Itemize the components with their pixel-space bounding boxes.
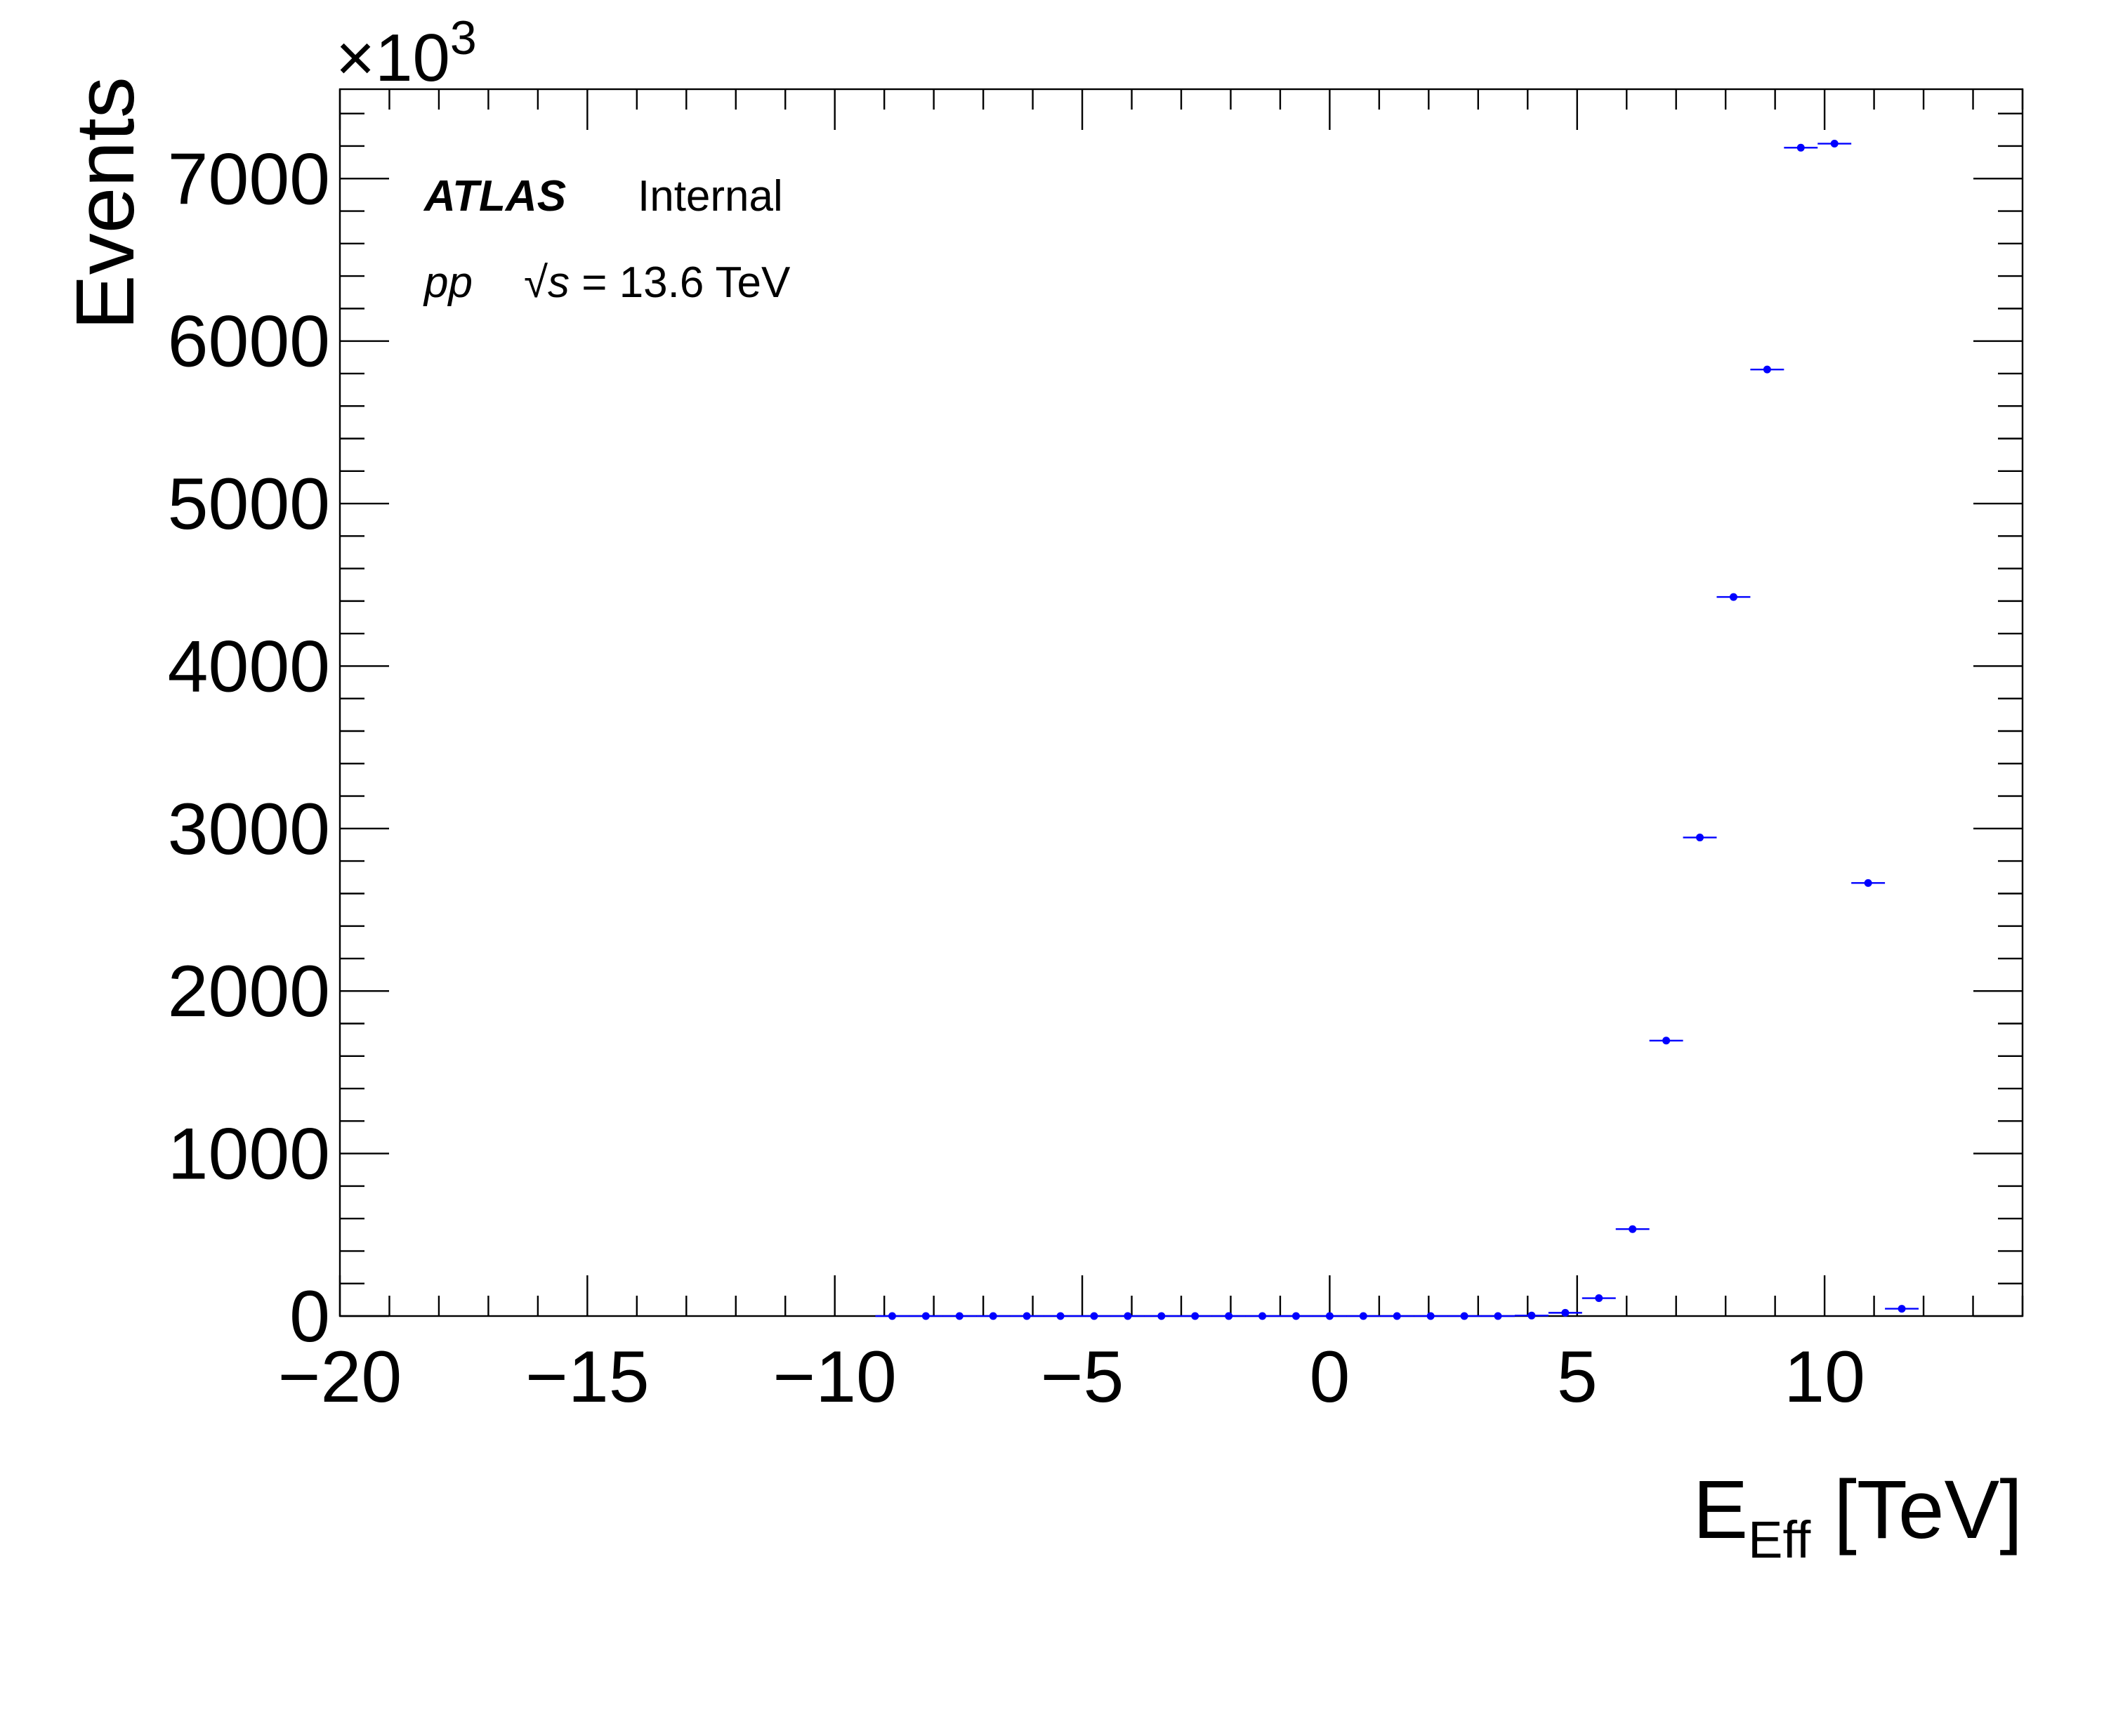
marker xyxy=(1796,143,1805,152)
data-point xyxy=(976,1312,1011,1320)
y-tick-label: 6000 xyxy=(168,301,330,383)
marker xyxy=(1359,1312,1367,1320)
data-point xyxy=(1044,1312,1078,1320)
x-axis-title: EEff [TeV] xyxy=(1692,1464,2023,1569)
data-point xyxy=(1548,1308,1582,1317)
data-point xyxy=(1817,140,1852,148)
x-tick-label: 0 xyxy=(1309,1336,1350,1418)
marker xyxy=(1056,1312,1065,1320)
marker xyxy=(1763,365,1771,374)
data-point xyxy=(1279,1312,1313,1320)
data-point xyxy=(1851,879,1886,887)
marker xyxy=(1157,1312,1166,1320)
marker xyxy=(1494,1312,1502,1320)
data-point xyxy=(1178,1312,1212,1320)
data-point xyxy=(1010,1312,1044,1320)
data-point xyxy=(1784,143,1818,152)
atlas-label: ATLAS xyxy=(423,172,566,221)
data-point xyxy=(1885,1305,1919,1313)
marker xyxy=(1662,1037,1671,1045)
x-tick-labels: −20 −15 −10 −5 0 5 10 xyxy=(278,1336,1865,1418)
data-point xyxy=(1245,1312,1280,1320)
atlas-status: Internal xyxy=(638,172,783,221)
collision-label: pp xyxy=(423,258,473,307)
marker xyxy=(1629,1225,1637,1233)
marker xyxy=(955,1312,964,1320)
marker xyxy=(1898,1305,1906,1313)
marker xyxy=(1325,1312,1334,1320)
data-point xyxy=(875,1312,909,1320)
data-point xyxy=(1110,1312,1145,1320)
data-point xyxy=(1750,365,1784,374)
data-point xyxy=(1481,1312,1515,1320)
x-tick-label: −5 xyxy=(1041,1336,1124,1418)
y-tick-label: 4000 xyxy=(168,626,330,707)
marker xyxy=(1864,879,1872,887)
data-point xyxy=(1211,1312,1246,1320)
y-tick-label: 5000 xyxy=(168,463,330,545)
marker xyxy=(1561,1308,1570,1317)
data-point xyxy=(942,1312,977,1320)
marker xyxy=(1191,1312,1199,1320)
energy-label: √s = 13.6 TeV xyxy=(524,258,791,307)
data-points xyxy=(875,140,1919,1320)
x-tick-label: −10 xyxy=(772,1336,896,1418)
x-tick-label: 5 xyxy=(1557,1336,1598,1418)
data-point xyxy=(1077,1312,1111,1320)
x-tick-label: 10 xyxy=(1784,1336,1865,1418)
y-tick-label: 2000 xyxy=(168,951,330,1032)
marker xyxy=(1729,593,1737,601)
y-axis-title: Events xyxy=(59,77,152,330)
marker xyxy=(1225,1312,1233,1320)
y-tick-labels: 0 1000 2000 3000 4000 5000 6000 7000 xyxy=(168,138,330,1357)
y-tick-label: 1000 xyxy=(168,1114,330,1195)
marker xyxy=(1830,140,1839,148)
marker xyxy=(1291,1312,1300,1320)
data-point xyxy=(1313,1312,1347,1320)
x-tick-label: −20 xyxy=(278,1336,402,1418)
y-tick-label: 3000 xyxy=(168,789,330,870)
marker xyxy=(1393,1312,1401,1320)
y-tick-label: 0 xyxy=(289,1276,330,1357)
marker xyxy=(989,1312,997,1320)
data-point xyxy=(1447,1312,1482,1320)
data-point xyxy=(1615,1225,1650,1233)
x-tick-label: −15 xyxy=(525,1336,649,1418)
marker xyxy=(1696,834,1704,842)
marker xyxy=(1426,1312,1435,1320)
y-tick-label: 7000 xyxy=(168,138,330,220)
marker xyxy=(1595,1294,1603,1303)
data-point xyxy=(1683,834,1717,842)
data-point xyxy=(909,1312,943,1320)
marker xyxy=(1090,1312,1098,1320)
marker xyxy=(888,1312,896,1320)
y-multiplier: ×103 xyxy=(336,11,477,96)
data-point xyxy=(1514,1311,1549,1320)
marker xyxy=(921,1312,930,1320)
marker xyxy=(1460,1312,1468,1320)
marker xyxy=(1124,1312,1132,1320)
data-point xyxy=(1346,1312,1381,1320)
marker xyxy=(1258,1312,1267,1320)
data-point xyxy=(1582,1294,1616,1303)
data-point xyxy=(1380,1312,1414,1320)
data-point xyxy=(1649,1037,1683,1045)
data-point xyxy=(1414,1312,1448,1320)
data-point xyxy=(1716,593,1751,601)
data-point xyxy=(1144,1312,1178,1320)
marker xyxy=(1023,1312,1031,1320)
marker xyxy=(1527,1311,1536,1320)
axis-ticks xyxy=(338,89,2024,1317)
